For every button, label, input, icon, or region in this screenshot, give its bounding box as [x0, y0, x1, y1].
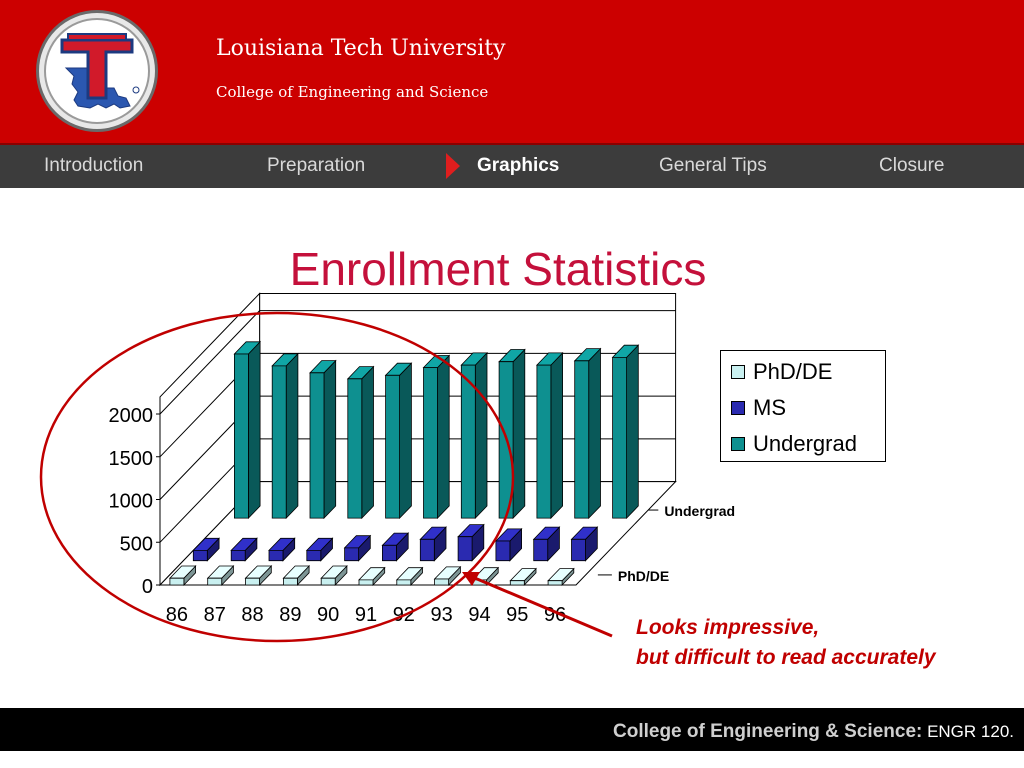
bar-phdde-86 — [168, 565, 197, 586]
callout-arrow-line — [469, 574, 613, 638]
bar-ms-91 — [381, 532, 410, 562]
x-tick-label: 90 — [317, 604, 339, 626]
nav-item-general-tips[interactable]: General Tips — [659, 155, 767, 176]
nav-item-preparation[interactable]: Preparation — [267, 155, 366, 176]
footer-text: College of Engineering & Science: ENGR 1… — [613, 721, 1014, 743]
bar-phdde-90 — [320, 565, 348, 586]
y-tick-label: 1000 — [109, 491, 154, 513]
y-tick-label: 500 — [120, 533, 153, 555]
callout-line-2: but difficult to read accurately — [636, 646, 936, 669]
footer-course: ENGR 120. — [922, 722, 1014, 741]
bar-phdde-89 — [282, 565, 311, 586]
bar-ms-93 — [457, 523, 485, 562]
y-tick-label: 2000 — [109, 405, 154, 427]
depth-label-phd: PhD/DE — [618, 568, 669, 584]
university-name: Louisiana Tech University — [216, 36, 506, 61]
legend-label-undergrad: Undergrad — [753, 431, 857, 456]
bar-phdde-87 — [206, 565, 235, 586]
header-banner: Louisiana Tech University College of Eng… — [0, 0, 1024, 145]
legend-swatch-ms — [731, 401, 745, 415]
header-divider — [0, 143, 1024, 145]
bar-ms-87 — [230, 537, 258, 562]
x-tick-label: 95 — [506, 604, 528, 626]
nav-item-graphics[interactable]: Graphics — [477, 155, 560, 176]
x-tick-label: 94 — [468, 604, 490, 626]
legend-label-phd: PhD/DE — [753, 359, 833, 384]
bar-ms-92 — [419, 526, 447, 562]
bar-ms-96 — [570, 526, 599, 562]
bar-ms-89 — [305, 537, 334, 562]
nav-item-introduction[interactable]: Introduction — [44, 155, 144, 176]
slide-title: Enrollment Statistics — [289, 243, 707, 295]
depth-label-undergrad: Undergrad — [664, 503, 735, 519]
footer-bar: College of Engineering & Science: ENGR 1… — [0, 708, 1024, 751]
bar-undergrad-89 — [346, 365, 375, 520]
bar-ms-88 — [268, 537, 296, 562]
bar-phdde-92 — [395, 566, 424, 586]
x-tick-label: 91 — [355, 604, 377, 626]
legend-swatch-undergrad — [731, 437, 745, 451]
bar-undergrad-95 — [573, 347, 602, 520]
bar-phdde-93 — [433, 565, 462, 586]
bar-ms-95 — [532, 526, 561, 562]
footer-college: College of Engineering & Science: — [613, 721, 923, 742]
x-tick-label: 86 — [166, 604, 188, 626]
legend-label-ms: MS — [753, 395, 786, 420]
section-nav-bar: Introduction Preparation Graphics Genera… — [0, 145, 1024, 188]
bar-undergrad-87 — [271, 352, 299, 520]
bar-undergrad-96 — [611, 344, 640, 520]
chart-legend: PhD/DE MS Undergrad — [720, 350, 886, 462]
bar-undergrad-91 — [422, 354, 451, 520]
bar-undergrad-86 — [233, 340, 262, 520]
gridline-2000 — [159, 310, 676, 415]
nav-item-closure[interactable]: Closure — [879, 155, 945, 176]
x-tick-label: 87 — [204, 604, 226, 626]
bar-undergrad-92 — [460, 351, 488, 520]
bar-phdde-96 — [547, 567, 575, 586]
bar-phdde-88 — [244, 565, 273, 586]
bar-ms-86 — [192, 537, 221, 562]
callout-line-1: Looks impressive, — [636, 616, 820, 639]
college-name: College of Engineering and Science — [216, 83, 489, 101]
y-tick-label: 0 — [142, 576, 153, 598]
bar-phdde-95 — [509, 567, 537, 586]
x-tick-label: 89 — [279, 604, 301, 626]
legend-swatch-phd — [731, 365, 745, 379]
highlight-ellipse — [39, 311, 515, 643]
bar-undergrad-94 — [535, 351, 564, 520]
louisiana-tech-logo-icon — [60, 33, 140, 109]
bar-undergrad-90 — [384, 362, 413, 520]
x-tick-label: 93 — [431, 604, 453, 626]
bar-ms-90 — [343, 534, 372, 562]
y-tick-label: 1500 — [109, 448, 154, 470]
play-arrow-icon — [446, 153, 460, 179]
bar-phdde-91 — [358, 566, 386, 586]
chart-bars — [168, 340, 640, 586]
x-tick-label: 88 — [241, 604, 263, 626]
bar-ms-94 — [494, 527, 523, 562]
bar-undergrad-88 — [309, 359, 337, 520]
callout-arrow-head — [462, 572, 480, 586]
